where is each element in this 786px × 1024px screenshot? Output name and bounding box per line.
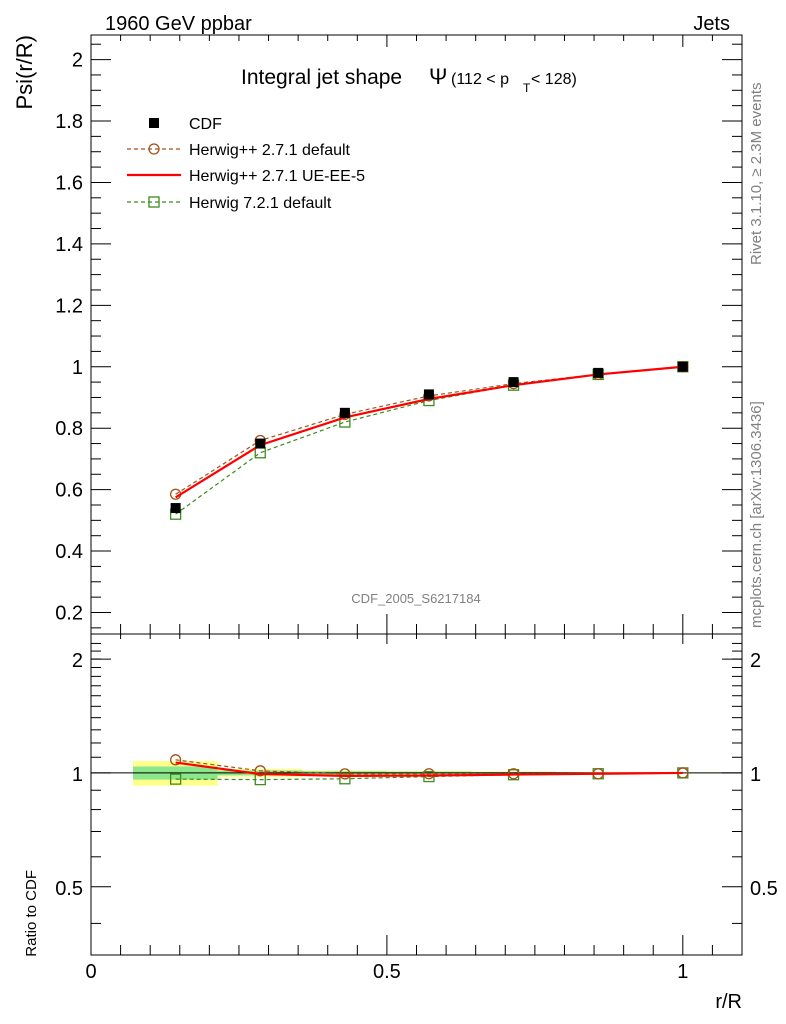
analysis-watermark: CDF_2005_S6217184 <box>351 591 480 606</box>
ratio-y-axis-label: Ratio to CDF <box>23 870 40 957</box>
title-range-close: < 128) <box>531 71 577 88</box>
main-y-axis-label: Psi(r/R) <box>12 35 37 110</box>
legend-herwig-2-7-1-ue-ee-5-label: Herwig++ 2.7.1 UE-EE-5 <box>189 168 365 185</box>
herwig-7-2-1-default-point <box>254 447 266 459</box>
herwig-2-7-1-default-point <box>423 768 435 780</box>
herwig-2-7-1-default-line <box>175 366 683 495</box>
legend-cdf-marker <box>149 118 159 128</box>
ratio-y-tick-label: 1 <box>72 764 83 786</box>
title-symbol: Ψ <box>429 64 447 89</box>
plot-title: Integral jet shape Ψ (112 < p T < 128) <box>241 64 577 95</box>
legend-herwig-7-2-1-default-label: Herwig 7.2.1 default <box>189 195 332 212</box>
main-y-tick-label: 1.4 <box>55 234 83 256</box>
main-y-tick-label: 1.6 <box>55 172 83 194</box>
ratio-plot-frame <box>90 633 743 956</box>
title-range-open: (112 < p <box>451 71 509 88</box>
cdf-point <box>593 367 604 378</box>
herwig-2-7-1-default-point <box>169 754 182 766</box>
main-y-tick-label: 0.2 <box>55 602 83 624</box>
ratio-y-tick-label: 2 <box>72 650 83 672</box>
main-y-axis-ticks: 0.2 0.4 0.6 0.8 1 1.2 1.4 1.6 1.8 2 <box>55 43 742 629</box>
cdf-point <box>255 438 266 449</box>
rivet-version-label: Rivet 3.1.10, ≥ 2.3M events <box>748 83 765 266</box>
herwig-7-2-1-default-line <box>175 366 683 515</box>
legend-cdf-label: CDF <box>189 116 222 133</box>
x-tick-label: 1 <box>677 961 688 983</box>
x-tick-label: 0.5 <box>373 961 401 983</box>
legend-herwig-2-7-1-default-label: Herwig++ 2.7.1 default <box>189 142 351 159</box>
legend-herwig-7-2-1-default-marker <box>148 196 160 208</box>
ratio-y-tick-label-right: 0.5 <box>750 878 778 900</box>
main-y-tick-label: 0.8 <box>55 418 83 440</box>
ratio-y-tick-label-right: 1 <box>750 764 761 786</box>
title-range-sub: T <box>523 81 531 95</box>
x-axis-ticks: 0 0.5 1 <box>85 35 743 983</box>
main-y-tick-label: 2 <box>72 50 83 72</box>
main-y-tick-label: 1 <box>72 357 83 379</box>
herwig-2-7-1-ue-ee-5-line <box>175 365 683 499</box>
main-plot-series <box>169 361 689 520</box>
x-tick-label: 0 <box>85 961 96 983</box>
main-y-tick-label: 1.2 <box>55 295 83 317</box>
main-y-tick-label: 1.8 <box>55 111 83 133</box>
cdf-point <box>677 361 688 372</box>
main-y-tick-label: 0.6 <box>55 480 83 502</box>
ratio-plot-series <box>169 754 689 786</box>
x-axis-label: r/R <box>715 991 742 1013</box>
herwig-7-2-1-default-point <box>169 773 182 785</box>
herwig-2-7-1-ue-ee-5-line <box>175 761 683 778</box>
mcplots-label: mcplots.cern.ch [arXiv:1306.3436] <box>748 401 765 628</box>
main-y-tick-label: 0.4 <box>55 541 83 563</box>
ratio-y-axis-ticks: 0.5 0.5 1 1 2 2 <box>55 642 778 924</box>
cdf-point <box>423 389 434 400</box>
legend-herwig-2-7-1-default-marker <box>148 143 160 155</box>
ratio-y-tick-label-right: 2 <box>750 650 761 672</box>
cdf-point <box>339 407 350 418</box>
header-left: 1960 GeV ppbar <box>105 13 252 35</box>
cdf-point <box>508 377 519 388</box>
ratio-y-tick-label: 0.5 <box>55 878 83 900</box>
legend: CDF Herwig++ 2.7.1 default Herwig++ 2.7.1 … <box>127 116 365 212</box>
herwig-2-7-1-default-point <box>254 765 266 777</box>
header-right: Jets <box>693 13 730 35</box>
title-main: Integral jet shape <box>241 66 402 89</box>
herwig-2-7-1-default-point <box>339 768 351 780</box>
cdf-point <box>170 503 181 514</box>
